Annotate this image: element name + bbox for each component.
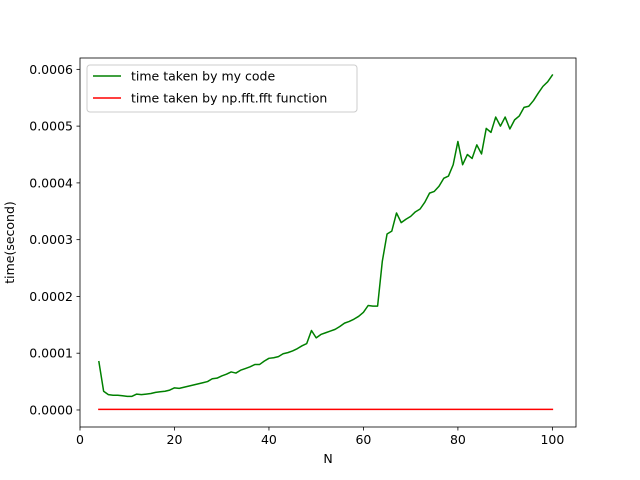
x-axis-ticks: 0 20 40 60 80 100 <box>76 427 564 447</box>
legend: time taken by my code time taken by np.ff… <box>86 64 358 113</box>
y-tick-label: 0.0004 <box>29 175 73 190</box>
x-tick-label: 100 <box>540 432 564 447</box>
y-tick-label: 0.0003 <box>29 232 73 247</box>
y-axis-ticks: 0.0000 0.0001 0.0002 0.0003 0.0004 0.0005 0.00… <box>29 62 80 417</box>
y-tick-label: 0.0001 <box>29 346 73 361</box>
x-tick-label: 60 <box>355 432 371 447</box>
x-tick-label: 80 <box>450 432 466 447</box>
y-tick-label: 0.0000 <box>29 402 73 417</box>
series-line-1 <box>98 73 554 398</box>
x-tick-label: 20 <box>167 432 183 447</box>
x-tick-label: 0 <box>76 432 84 447</box>
series-lines <box>98 73 554 411</box>
y-axis-label: time(second) <box>2 201 17 284</box>
legend-box <box>86 64 358 113</box>
legend-entry-2: time taken by np.fft.fft function <box>131 91 327 106</box>
x-tick-label: 40 <box>261 432 277 447</box>
legend-entry-1: time taken by my code <box>131 69 275 84</box>
x-axis-label: N <box>323 451 332 466</box>
y-tick-label: 0.0002 <box>29 289 73 304</box>
plot-area-frame <box>79 57 577 428</box>
y-tick-label: 0.0006 <box>29 62 73 77</box>
y-tick-label: 0.0005 <box>29 119 73 134</box>
